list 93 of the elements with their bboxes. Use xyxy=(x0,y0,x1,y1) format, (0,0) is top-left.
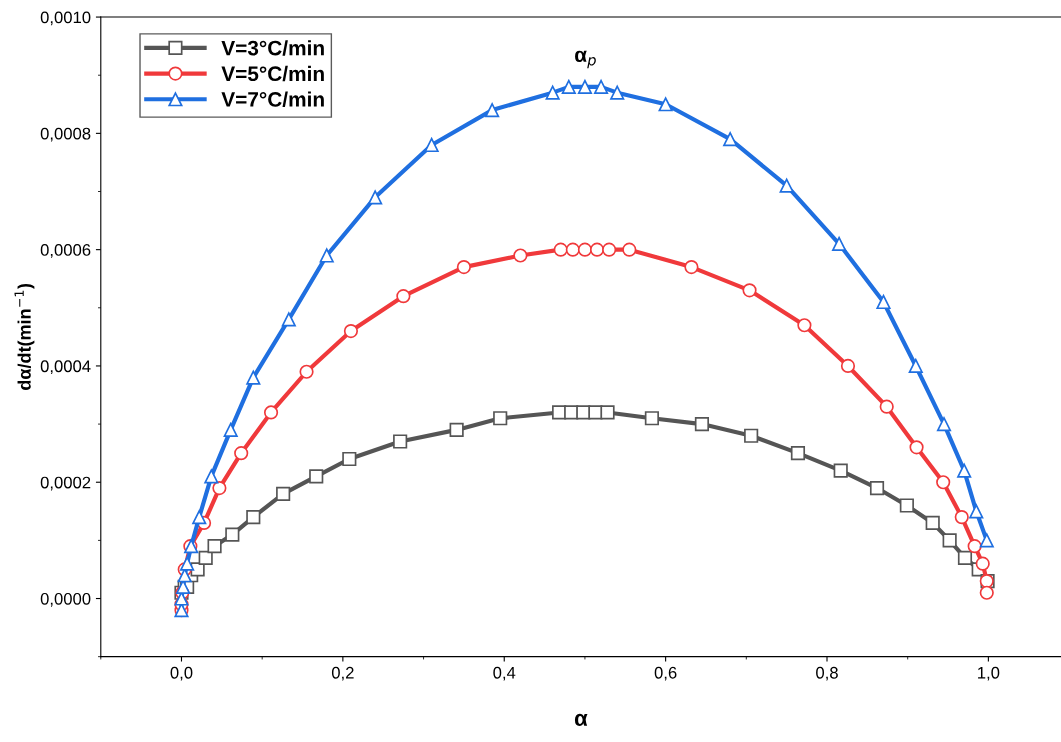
point xyxy=(180,556,195,571)
point xyxy=(564,405,579,420)
point xyxy=(744,428,759,443)
point xyxy=(975,556,990,571)
point xyxy=(207,539,222,554)
point xyxy=(969,504,984,519)
point xyxy=(779,178,794,193)
point xyxy=(309,469,324,484)
point xyxy=(577,79,593,94)
point xyxy=(610,85,625,100)
point xyxy=(622,242,637,257)
point xyxy=(957,550,973,565)
point xyxy=(694,417,710,432)
point xyxy=(979,585,994,600)
point xyxy=(246,370,261,385)
point xyxy=(936,417,952,432)
point xyxy=(979,533,994,548)
point xyxy=(876,294,891,310)
x-tick-label: 0,6 xyxy=(654,666,677,681)
x-tick-label: 0,2 xyxy=(331,666,354,681)
point xyxy=(589,242,605,257)
y-tick-label: 0,0000 xyxy=(40,592,91,607)
point xyxy=(393,434,408,449)
point xyxy=(513,248,528,263)
point xyxy=(198,550,213,565)
point xyxy=(723,132,738,147)
x-tick-label: 0,4 xyxy=(493,666,516,681)
point xyxy=(602,242,617,257)
point xyxy=(909,440,924,455)
point xyxy=(925,515,940,531)
point xyxy=(576,405,591,420)
point xyxy=(936,475,951,490)
legend-label: V=7°C/min xyxy=(221,91,324,107)
legend-label: V=5°C/min xyxy=(221,65,324,82)
point xyxy=(234,446,249,461)
point xyxy=(600,405,615,420)
point xyxy=(565,242,580,257)
point xyxy=(954,510,969,525)
point xyxy=(957,463,972,478)
point xyxy=(493,411,508,426)
point xyxy=(899,498,914,513)
point xyxy=(192,510,207,525)
point xyxy=(742,283,757,298)
point xyxy=(212,480,227,496)
legend-label: V=3°C/min xyxy=(221,40,324,56)
point xyxy=(797,318,812,333)
point xyxy=(588,405,603,420)
point xyxy=(368,190,383,205)
y-tick-label: 0,0002 xyxy=(40,476,91,491)
point xyxy=(263,405,279,420)
point xyxy=(299,364,314,379)
point xyxy=(281,312,296,327)
point xyxy=(456,260,471,275)
point xyxy=(658,97,673,112)
point xyxy=(276,486,291,501)
point xyxy=(832,236,847,251)
point xyxy=(684,260,699,275)
point xyxy=(223,422,238,437)
point xyxy=(561,79,576,94)
point xyxy=(869,480,885,496)
point xyxy=(449,422,464,437)
point xyxy=(577,242,593,257)
point xyxy=(204,469,219,484)
point xyxy=(644,411,659,426)
point xyxy=(319,248,334,263)
point xyxy=(552,405,567,420)
y-tick-label: 0,0004 xyxy=(40,360,91,375)
y-tick-label: 0,0010 xyxy=(40,11,91,26)
point xyxy=(967,539,982,554)
point xyxy=(246,510,261,525)
x-tick-label: 0,0 xyxy=(170,666,193,681)
y-tick-label: 0,0008 xyxy=(40,127,91,142)
point xyxy=(485,103,500,118)
x-axis-title: α xyxy=(574,713,588,727)
point xyxy=(840,358,856,374)
x-tick-label: 1,0 xyxy=(978,666,1000,681)
annotation: α$_{p}$ xyxy=(575,50,596,69)
x-tick-label: 0,8 xyxy=(816,666,838,681)
point xyxy=(908,358,923,374)
point xyxy=(790,446,806,461)
y-axis-title: dα/dt(min$^{−1}$) xyxy=(14,283,35,390)
y-tick-label: 0,0006 xyxy=(40,244,91,258)
point xyxy=(545,85,560,100)
point xyxy=(343,323,359,339)
point xyxy=(942,533,957,548)
point xyxy=(424,137,439,153)
point xyxy=(879,399,894,414)
point xyxy=(342,451,357,467)
point xyxy=(553,242,568,257)
point xyxy=(225,527,240,542)
point xyxy=(833,463,848,478)
point xyxy=(396,289,411,304)
point xyxy=(593,79,609,94)
